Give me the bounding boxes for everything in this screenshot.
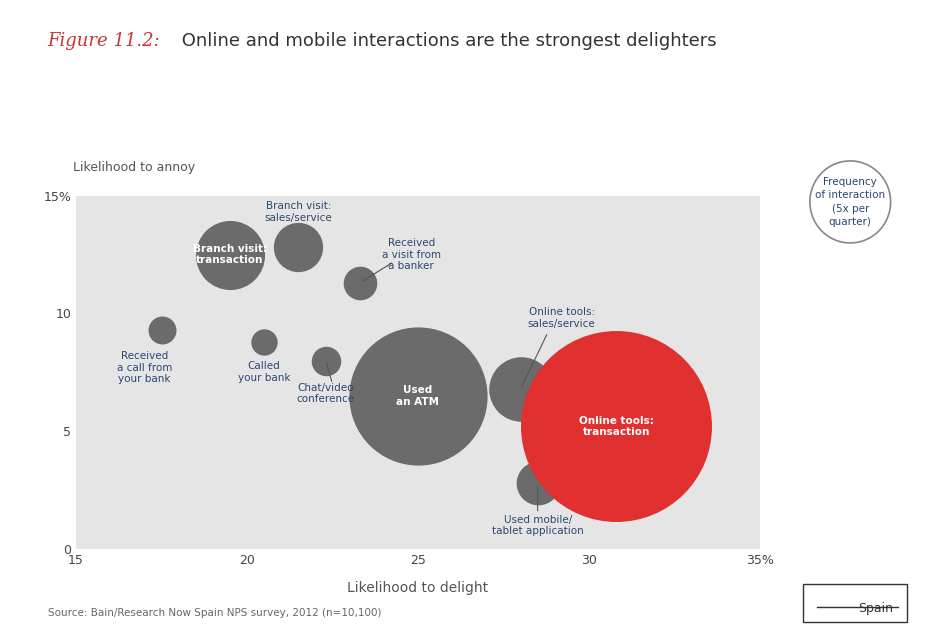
Text: Used
an ATM: Used an ATM xyxy=(396,385,440,406)
Point xyxy=(513,384,528,394)
Point xyxy=(154,325,169,335)
Text: Chat/video
conference: Chat/video conference xyxy=(296,382,354,404)
Text: Received
a call from
your bank: Received a call from your bank xyxy=(117,351,172,384)
Text: Called
your bank: Called your bank xyxy=(238,362,291,383)
Text: Online and mobile interactions are the strongest delighters: Online and mobile interactions are the s… xyxy=(176,32,716,50)
X-axis label: Likelihood to delight: Likelihood to delight xyxy=(348,581,488,595)
Text: Received
a visit from
a banker: Received a visit from a banker xyxy=(382,238,441,271)
Point xyxy=(318,355,333,365)
Text: Source: Bain/Research Now Spain NPS survey, 2012 (n=10,100): Source: Bain/Research Now Spain NPS surv… xyxy=(48,608,381,618)
Text: Branch visit:
transaction: Branch visit: transaction xyxy=(193,244,267,265)
Text: Likelihood to annoy: Likelihood to annoy xyxy=(72,162,195,174)
Point xyxy=(256,336,272,346)
Text: Online tools:
transaction: Online tools: transaction xyxy=(579,416,654,437)
Text: Online tools:
sales/service: Online tools: sales/service xyxy=(528,307,596,329)
Text: Branch visit:
sales/service: Branch visit: sales/service xyxy=(264,201,332,223)
Point xyxy=(352,278,368,288)
Point xyxy=(291,242,306,252)
Point xyxy=(222,249,238,259)
Text: Spain: Spain xyxy=(858,602,893,615)
Point xyxy=(530,478,545,488)
Text: Figure 11.2:: Figure 11.2: xyxy=(48,32,161,50)
Text: Frequency
of interaction
(5x per
quarter): Frequency of interaction (5x per quarter… xyxy=(815,177,885,227)
Point xyxy=(410,391,426,401)
Text: Used mobile/
tablet application: Used mobile/ tablet application xyxy=(492,515,583,536)
Point xyxy=(609,422,624,432)
